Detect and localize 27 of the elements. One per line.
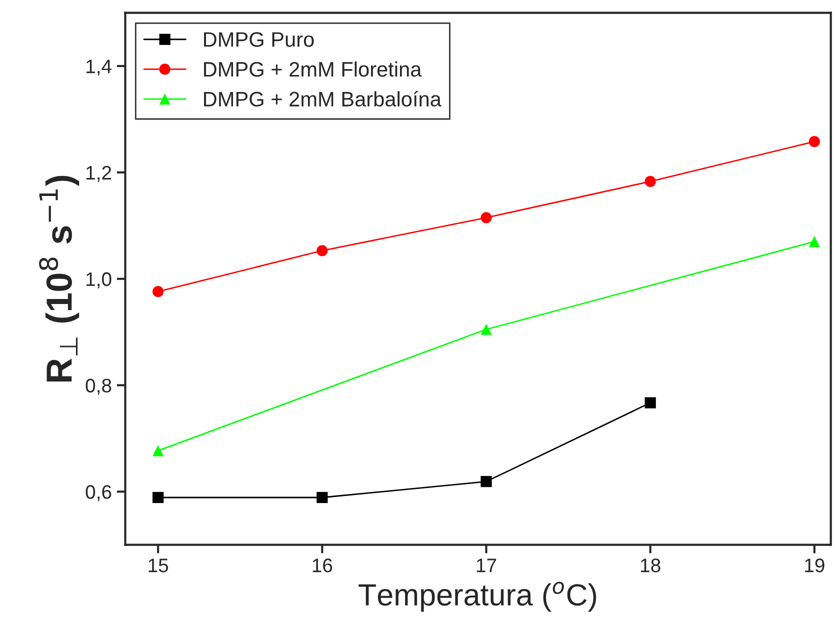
x-axis-title: Temperatura ($^{o}$C) (358, 582, 596, 612)
y-tick-label: 1,4 (86, 60, 112, 76)
x-tick-label: 15 (148, 558, 168, 572)
x-tick-label: 16 (312, 558, 332, 572)
legend-label: DMPG + 2mM Barbaloína (204, 91, 442, 107)
point (644, 397, 656, 408)
point (316, 245, 328, 256)
point (644, 176, 656, 188)
point (152, 492, 164, 504)
y-tick-label: 1,2 (86, 166, 112, 182)
point (152, 445, 164, 456)
y-tick-label: 0,6 (86, 485, 112, 502)
x-tick-label: 19 (805, 558, 824, 572)
point (808, 236, 820, 248)
point (808, 136, 820, 148)
legend-label: DMPG Puro (204, 32, 314, 47)
y-axis-title: R$_{⊥}$ (10$^{8}$ s$^{−1}$) (39, 176, 80, 382)
y-tick-label: 1,0 (86, 272, 112, 288)
x-tick-label: 17 (476, 558, 496, 572)
y-tick-label: 0,8 (86, 378, 112, 395)
point (480, 212, 492, 224)
point (480, 324, 492, 335)
point (316, 492, 328, 504)
point (152, 286, 164, 298)
x-tick-label: 18 (641, 558, 660, 572)
legend-label: DMPG + 2mM Floretina (204, 61, 422, 77)
point (480, 476, 492, 488)
